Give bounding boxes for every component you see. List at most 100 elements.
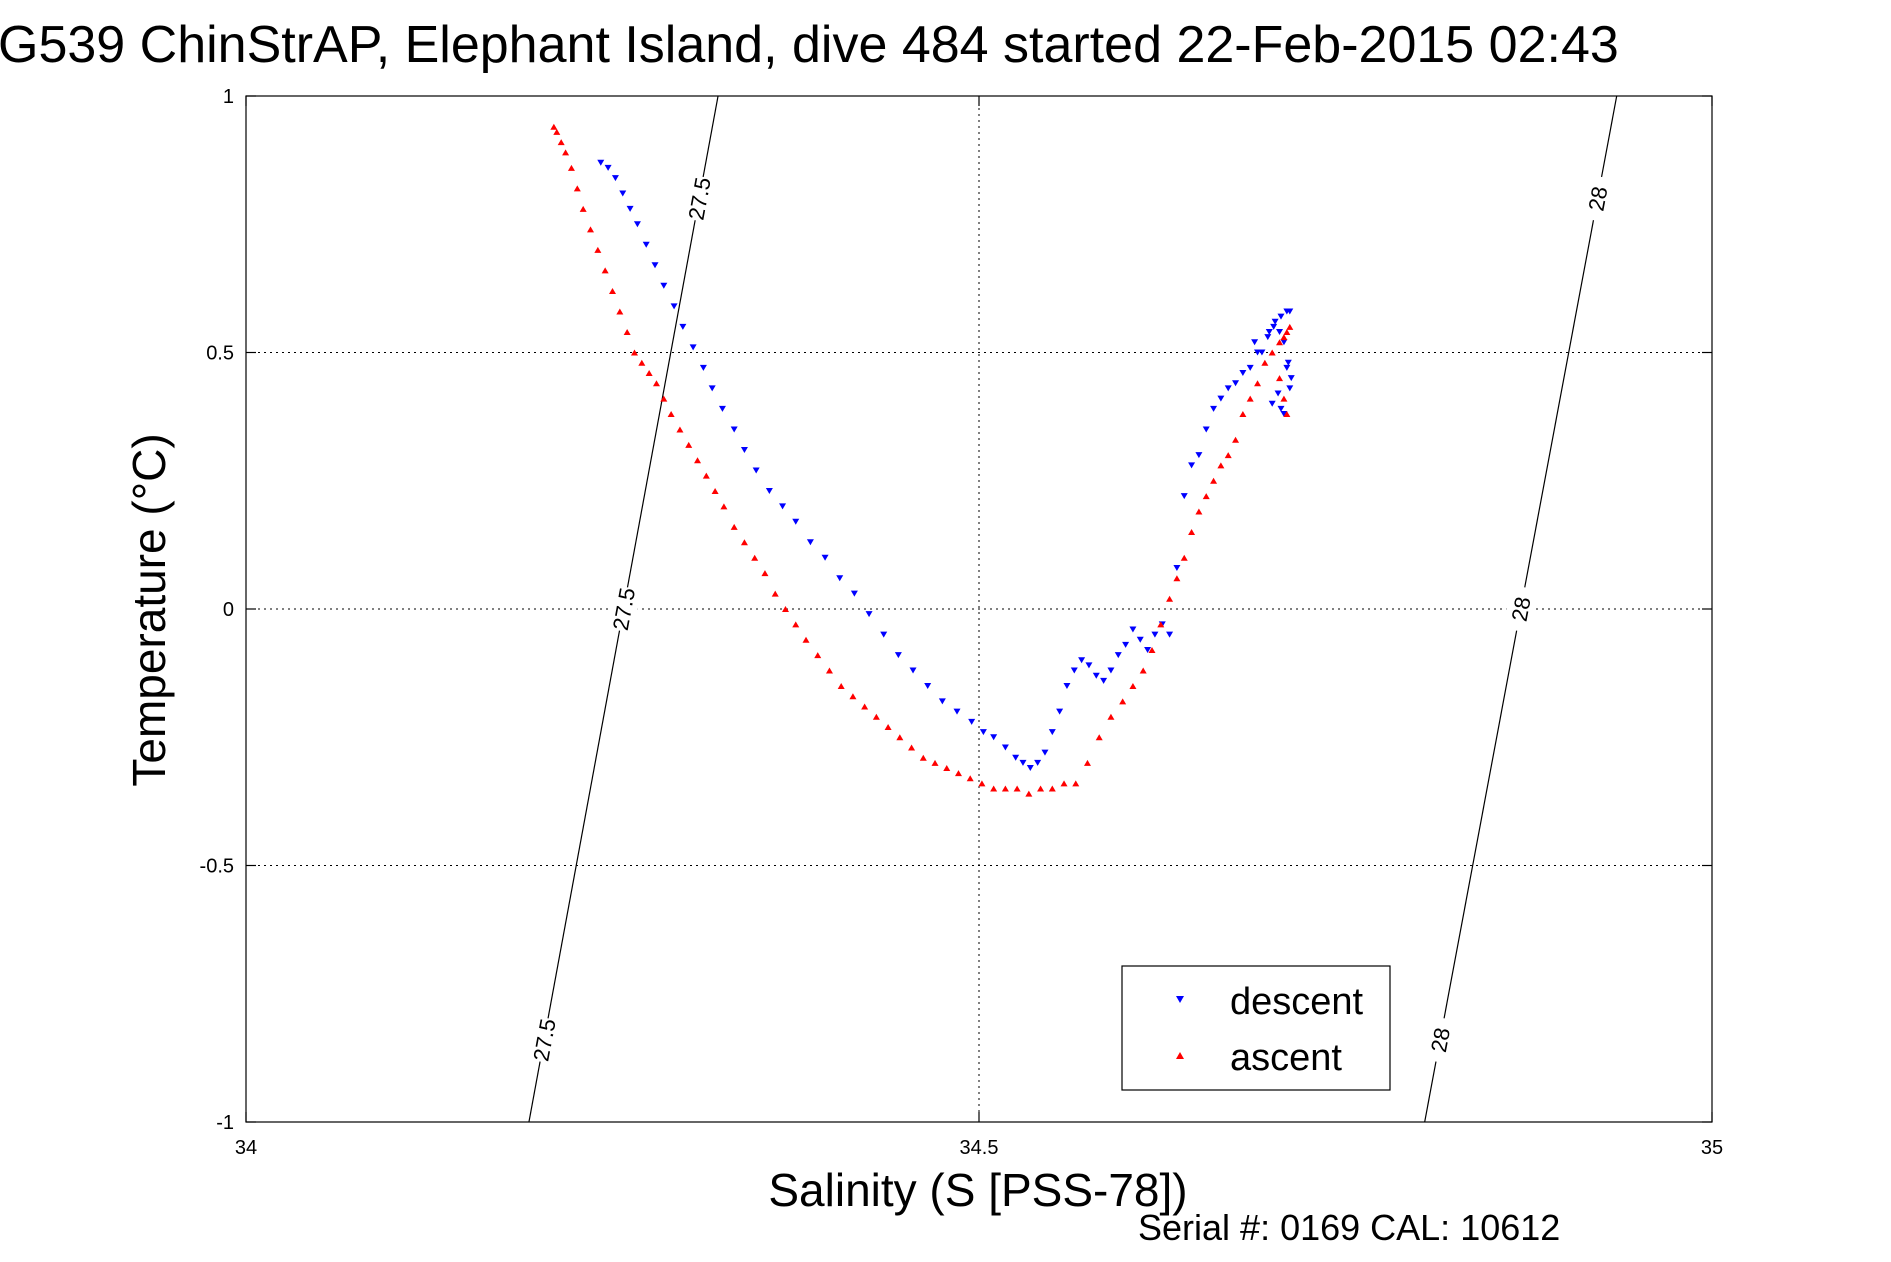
data-point-ascent: [550, 123, 558, 130]
data-point-descent: [1268, 400, 1276, 407]
data-point-ascent: [849, 693, 857, 700]
data-point-ascent: [1139, 667, 1147, 674]
y-tick-label: 0: [223, 599, 234, 621]
density-contour-label-bg: [605, 584, 642, 634]
y-tick-label: -0.5: [200, 856, 234, 878]
data-point-ascent: [685, 441, 693, 448]
data-point-ascent: [730, 523, 738, 530]
data-point-ascent: [553, 128, 561, 135]
data-point-descent: [1195, 452, 1203, 459]
data-point-ascent: [1037, 785, 1045, 792]
data-point-ascent: [694, 457, 702, 464]
data-point-descent: [909, 667, 917, 674]
data-point-descent: [1063, 682, 1071, 689]
data-point-ascent: [645, 370, 653, 377]
data-point-descent: [1188, 462, 1196, 469]
data-point-descent: [1271, 318, 1279, 325]
data-point-ascent: [1083, 759, 1091, 766]
data-point-descent: [1136, 636, 1144, 643]
data-point-descent: [1254, 349, 1262, 356]
x-tick-label: 34.5: [960, 1137, 999, 1159]
data-point-ascent: [1202, 493, 1210, 500]
data-point-ascent: [1107, 713, 1115, 720]
data-point-ascent: [616, 308, 624, 315]
density-contour-label-bg: [1579, 174, 1616, 223]
data-point-ascent: [601, 267, 609, 274]
data-point-descent: [1277, 405, 1285, 412]
data-point-ascent: [1001, 785, 1009, 792]
data-point-ascent: [1129, 682, 1137, 689]
density-contour-label: 28: [1507, 595, 1536, 624]
x-tick-label: 35: [1701, 1137, 1723, 1159]
legend-descent-label: descent: [1230, 981, 1364, 1023]
data-point-descent: [1280, 411, 1288, 418]
data-point-descent: [679, 323, 687, 330]
data-point-descent: [604, 164, 612, 171]
data-point-ascent: [652, 380, 660, 387]
data-point-ascent: [1232, 436, 1240, 443]
y-tick-label: 0.5: [206, 343, 234, 365]
data-point-ascent: [720, 503, 728, 510]
data-point-descent: [1258, 349, 1266, 356]
data-point-ascent: [1239, 411, 1247, 418]
data-point-ascent: [990, 785, 998, 792]
data-point-ascent: [837, 682, 845, 689]
data-point-descent: [633, 221, 641, 228]
data-point-descent: [752, 467, 760, 474]
data-point-descent: [1224, 385, 1232, 392]
data-point-descent: [689, 344, 697, 351]
data-point-descent: [1286, 308, 1294, 315]
data-point-ascent: [579, 205, 587, 212]
legend-ascent-marker: [1176, 1052, 1184, 1059]
x-tick-label: 34: [235, 1137, 257, 1159]
data-point-descent: [880, 631, 888, 638]
data-point-descent: [1048, 729, 1056, 736]
data-point-descent: [1232, 380, 1240, 387]
data-point-ascent: [771, 590, 779, 597]
data-point-ascent: [861, 703, 869, 710]
data-point-descent: [1122, 641, 1130, 648]
data-point-descent: [979, 729, 987, 736]
data-point-descent: [1041, 749, 1049, 756]
data-point-ascent: [1173, 575, 1181, 582]
data-point-ascent: [594, 246, 602, 253]
data-point-descent: [806, 539, 814, 546]
data-point-descent: [1012, 754, 1020, 761]
data-point-ascent: [1166, 595, 1174, 602]
data-point-ascent: [814, 652, 822, 659]
data-point-ascent: [660, 395, 668, 402]
data-point-ascent: [1280, 395, 1288, 402]
data-point-descent: [1107, 667, 1115, 674]
density-contour-label-bg: [526, 1015, 562, 1065]
data-point-descent: [1277, 313, 1285, 320]
data-point-descent: [1280, 339, 1288, 346]
data-point-descent: [894, 652, 902, 659]
data-point-ascent: [825, 667, 833, 674]
data-point-ascent: [1013, 785, 1021, 792]
data-point-descent: [1100, 677, 1108, 684]
legend-box: [1121, 965, 1391, 1091]
data-point-ascent: [1283, 328, 1291, 335]
data-point-descent: [924, 682, 932, 689]
data-point-descent: [990, 734, 998, 741]
y-tick-label: 1: [223, 86, 234, 108]
serial-cal-label: Serial #: 0169 CAL: 10612: [1138, 1207, 1560, 1248]
data-point-descent: [1070, 667, 1078, 674]
data-point-descent: [1019, 759, 1027, 766]
data-point-ascent: [781, 606, 789, 612]
data-point-descent: [1287, 375, 1295, 382]
data-point-descent: [1210, 405, 1218, 412]
y-axis-label: Temperature (°C): [123, 433, 175, 786]
data-point-ascent: [1268, 349, 1276, 356]
data-point-descent: [670, 303, 678, 310]
data-point-ascent: [557, 139, 565, 146]
chart-title: G539 ChinStrAP, Elephant Island, dive 48…: [0, 16, 1619, 74]
data-point-descent: [836, 575, 844, 582]
data-point-ascent: [1280, 334, 1288, 341]
data-point-ascent: [740, 539, 748, 546]
x-axis-label: Salinity (S [PSS-78]): [768, 1164, 1187, 1216]
data-point-ascent: [573, 185, 581, 192]
data-point-descent: [1246, 364, 1254, 371]
